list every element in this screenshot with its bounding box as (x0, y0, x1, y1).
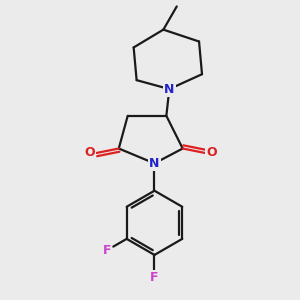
Text: O: O (85, 146, 95, 160)
Text: N: N (149, 157, 160, 170)
Text: F: F (103, 244, 111, 257)
Text: F: F (150, 271, 159, 284)
Text: N: N (164, 82, 175, 96)
Text: O: O (206, 146, 217, 160)
